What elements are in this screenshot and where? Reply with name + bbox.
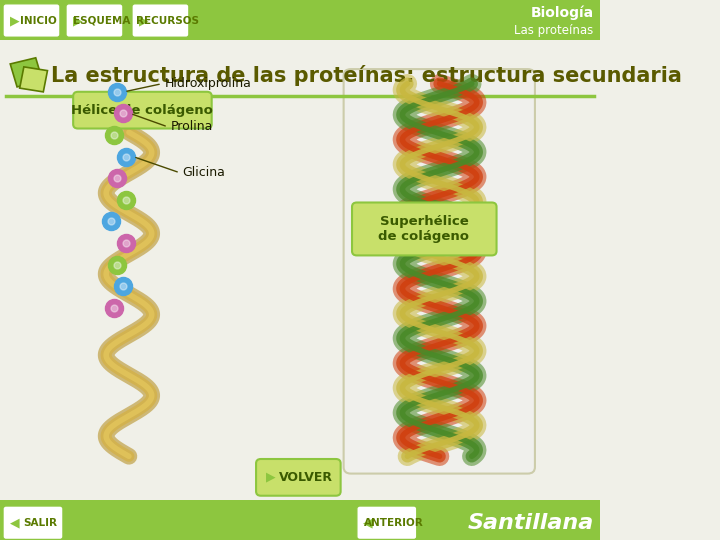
Text: RECURSOS: RECURSOS [136, 16, 199, 25]
FancyBboxPatch shape [0, 500, 600, 540]
Text: ▶: ▶ [9, 14, 19, 27]
Text: La estructura de las proteínas: estructura secundaria: La estructura de las proteínas: estructu… [51, 65, 682, 85]
FancyBboxPatch shape [66, 4, 123, 37]
Polygon shape [19, 67, 48, 92]
Text: SALIR: SALIR [23, 518, 57, 528]
Text: ▶: ▶ [138, 14, 148, 27]
Text: Superhélice
de colágeno: Superhélice de colágeno [379, 215, 469, 243]
Polygon shape [10, 58, 42, 87]
FancyBboxPatch shape [132, 4, 189, 37]
Text: Santillana: Santillana [467, 512, 594, 533]
FancyBboxPatch shape [73, 92, 212, 129]
Text: Biología: Biología [531, 6, 594, 20]
FancyBboxPatch shape [0, 0, 600, 40]
Text: ▶: ▶ [73, 14, 82, 27]
Text: Hélice de colágeno: Hélice de colágeno [71, 104, 213, 117]
Text: INICIO: INICIO [20, 16, 57, 25]
Text: VOLVER: VOLVER [279, 471, 333, 484]
Text: ESQUEMA: ESQUEMA [73, 16, 130, 25]
Text: ◀: ◀ [364, 516, 373, 529]
Text: Las proteínas: Las proteínas [515, 24, 594, 37]
FancyBboxPatch shape [357, 506, 417, 539]
Text: ◀: ◀ [9, 516, 19, 529]
FancyBboxPatch shape [3, 506, 63, 539]
Text: Hidroxiprolina: Hidroxiprolina [164, 77, 251, 90]
Text: ▶: ▶ [266, 471, 275, 484]
Text: Glicina: Glicina [182, 166, 225, 179]
FancyBboxPatch shape [256, 459, 341, 496]
Text: ANTERIOR: ANTERIOR [364, 518, 424, 528]
FancyBboxPatch shape [3, 4, 60, 37]
FancyBboxPatch shape [343, 69, 535, 474]
FancyBboxPatch shape [352, 202, 497, 255]
Text: Prolina: Prolina [171, 120, 212, 133]
